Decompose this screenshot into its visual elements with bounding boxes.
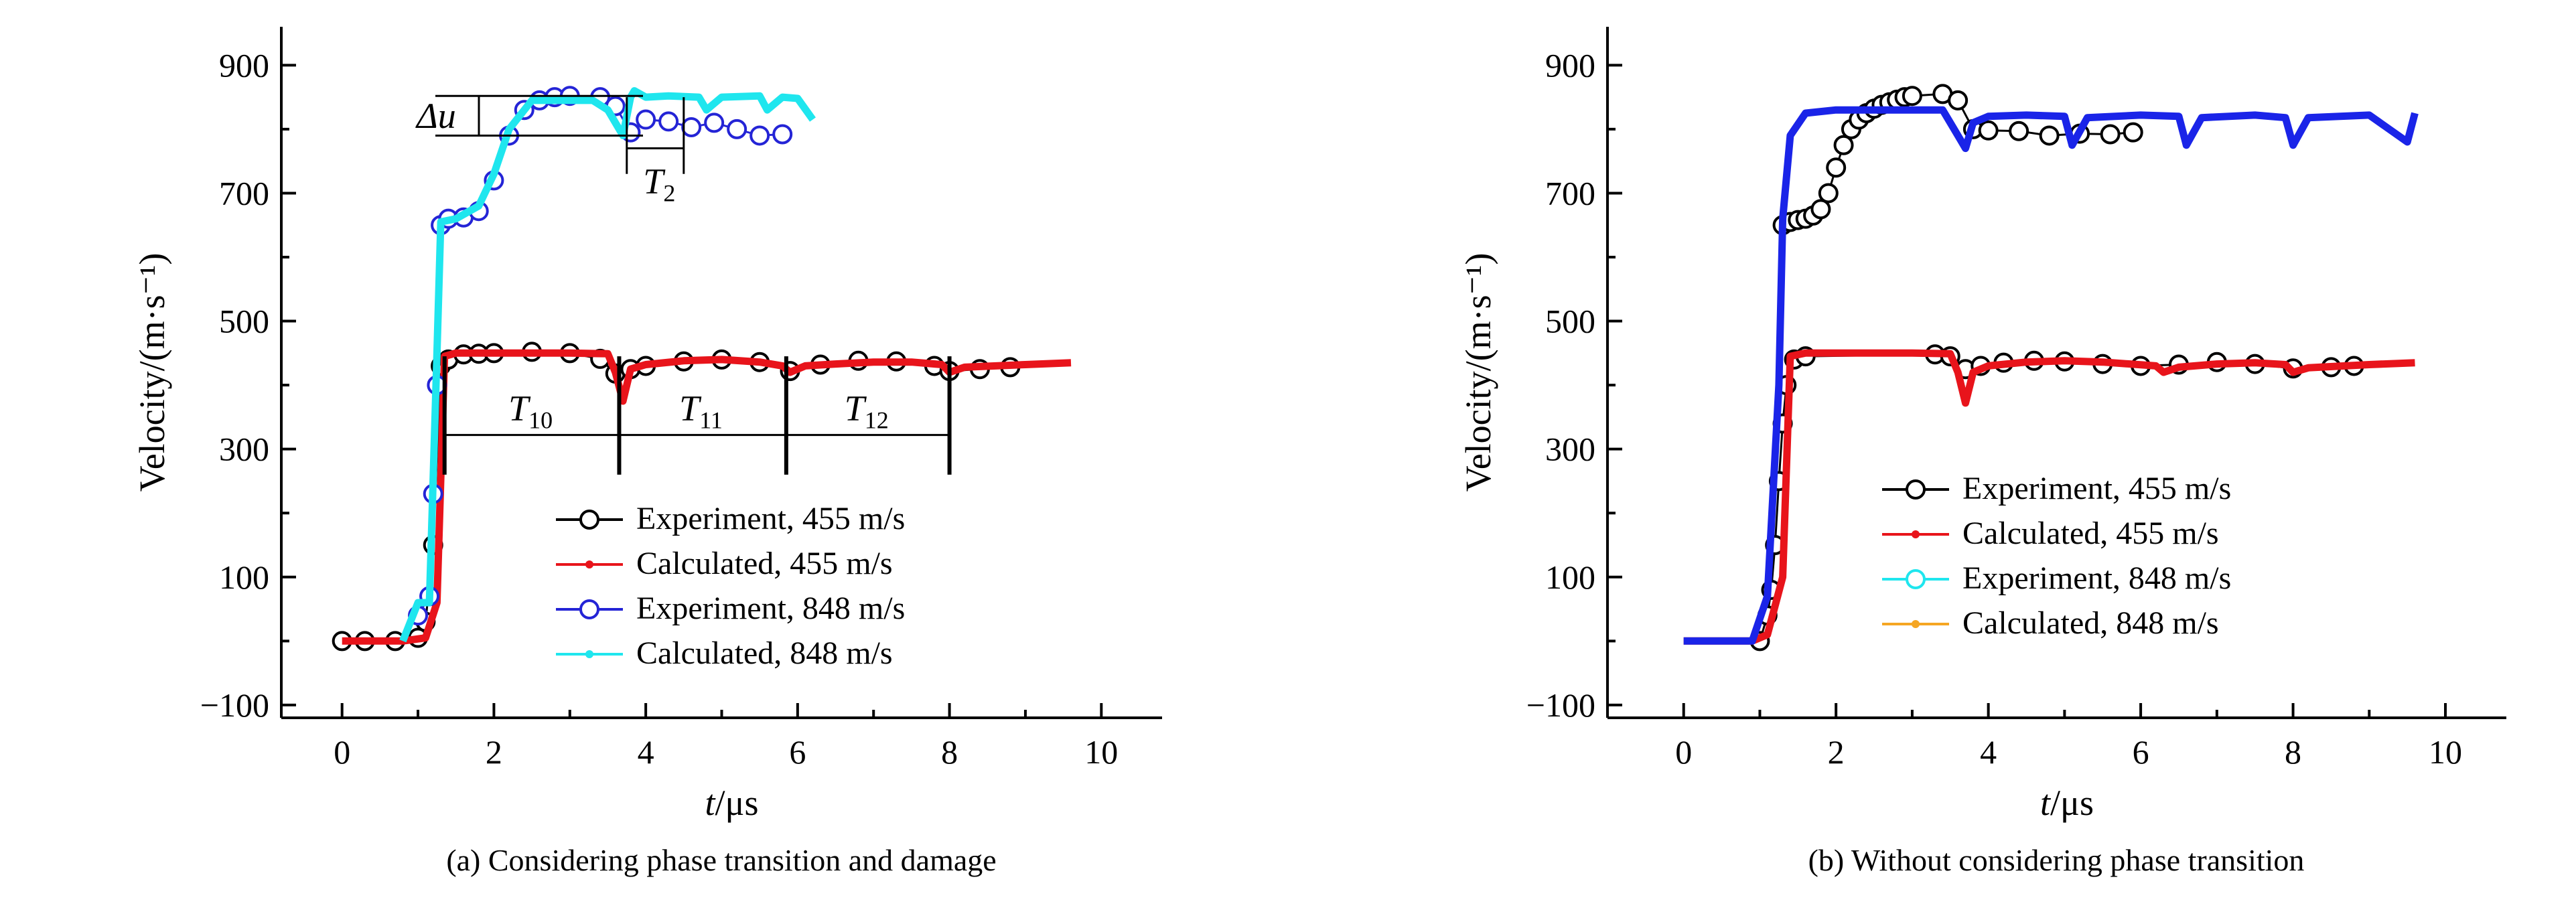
- x-axis-title: t/μs: [705, 783, 759, 823]
- panel-caption: (a) Considering phase transition and dam…: [446, 843, 996, 877]
- legend-entry: Experiment, 848 m/s: [1962, 560, 2231, 596]
- series-line-1: [1683, 349, 2415, 645]
- series-line-3: [1683, 106, 2419, 645]
- t2-subscript: 2: [663, 179, 675, 206]
- y-axis-title: Velocity/(m·s⁻¹): [132, 253, 172, 492]
- y-tick-label: 100: [219, 558, 269, 596]
- x-tick-label: 8: [941, 733, 958, 771]
- x-axis-title-var: t: [2040, 783, 2052, 823]
- period-subscript: 10: [528, 407, 553, 434]
- data-point: [772, 124, 793, 145]
- legend-swatch-marker: [585, 560, 593, 568]
- x-tick-label: 4: [638, 733, 654, 771]
- y-tick-label: 100: [1545, 558, 1595, 596]
- data-point: [1948, 90, 1969, 110]
- panel-caption: (b) Without considering phase transition: [1808, 843, 2305, 877]
- data-point: [636, 109, 656, 130]
- x-tick-label: 2: [486, 733, 502, 771]
- legend-entry: Calculated, 455 m/s: [1962, 516, 2219, 551]
- y-tick-label: −100: [200, 686, 269, 724]
- legend-swatch-marker: [1912, 620, 1920, 628]
- data-point: [2039, 125, 2060, 146]
- panel-a-chart: 0 2 4 6 8 10 −100 100 300 500 700 900 Velocity/(m·s⁻…: [132, 27, 1162, 877]
- x-axis-title-unit: /μs: [715, 783, 759, 823]
- data-point: [1978, 120, 1999, 141]
- y-tick-label: 300: [219, 431, 269, 468]
- x-axis-title: t/μs: [2040, 783, 2094, 823]
- x-axis-title-var: t: [705, 783, 717, 823]
- data-point: [681, 117, 702, 138]
- data-point: [749, 125, 770, 146]
- x-tick-label: 0: [334, 733, 350, 771]
- data-point: [1818, 183, 1839, 204]
- x-tick-label: 2: [1828, 733, 1845, 771]
- data-point: [2100, 124, 2121, 145]
- data-point: [2123, 122, 2143, 143]
- y-tick-label: 900: [219, 46, 269, 84]
- legend-entry: Calculated, 848 m/s: [636, 635, 893, 671]
- series-line-1: [342, 349, 1072, 645]
- data-point: [1902, 86, 1922, 106]
- period-subscript: 12: [865, 407, 889, 434]
- x-tick-label: 8: [2285, 733, 2301, 771]
- legend-entry: Experiment, 848 m/s: [636, 591, 905, 626]
- period-label: T11: [679, 388, 723, 434]
- y-axis-title: Velocity/(m·s⁻¹): [1458, 253, 1498, 492]
- data-point: [704, 112, 725, 133]
- series-line-3: [399, 87, 816, 643]
- period-label: T10: [508, 388, 553, 434]
- y-tick-label: 300: [1545, 431, 1595, 468]
- legend-swatch-marker: [1906, 479, 1926, 500]
- legend-entry: Calculated, 848 m/s: [1962, 605, 2219, 641]
- y-tick-label: 500: [1545, 303, 1595, 340]
- x-tick-label: 0: [1675, 733, 1692, 771]
- legend-entry: Experiment, 455 m/s: [1962, 471, 2231, 506]
- x-tick-label: 10: [2429, 733, 2462, 771]
- y-tick-label: 700: [1545, 174, 1595, 212]
- legend-swatch-marker: [579, 510, 599, 530]
- panel-b-chart: 0 2 4 6 8 10 −100 100 300 500 700 900 Velocity/(m·s⁻…: [1458, 27, 2506, 877]
- data-point: [1826, 157, 1847, 178]
- legend-swatch-marker: [1912, 530, 1920, 538]
- legend-entry: Calculated, 455 m/s: [636, 546, 893, 581]
- y-tick-label: 900: [1545, 46, 1595, 84]
- x-tick-label: 10: [1084, 733, 1118, 771]
- data-point: [1810, 199, 1831, 220]
- legend-entry: Experiment, 455 m/s: [636, 501, 905, 536]
- y-tick-label: 700: [219, 174, 269, 212]
- x-axis-title-unit: /μs: [2050, 783, 2094, 823]
- y-tick-label: −100: [1526, 686, 1595, 724]
- t2-label: T2: [643, 161, 675, 206]
- legend-swatch-marker: [579, 599, 599, 619]
- data-point: [2009, 121, 2029, 141]
- legend-swatch-marker: [585, 650, 593, 658]
- period-subscript: 11: [699, 407, 723, 434]
- legend-swatch-marker: [1906, 569, 1926, 589]
- data-point: [727, 119, 747, 139]
- x-tick-label: 6: [2133, 733, 2149, 771]
- x-tick-label: 4: [1980, 733, 1997, 771]
- data-point: [658, 111, 679, 132]
- delta-u-label: Δu: [415, 96, 456, 136]
- period-label: T12: [845, 388, 889, 434]
- data-point: [1833, 135, 1854, 155]
- x-tick-label: 6: [789, 733, 806, 771]
- y-tick-label: 500: [219, 303, 269, 340]
